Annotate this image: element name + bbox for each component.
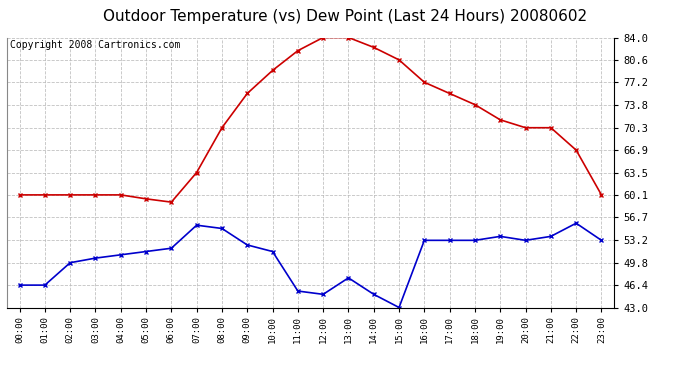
Text: Outdoor Temperature (vs) Dew Point (Last 24 Hours) 20080602: Outdoor Temperature (vs) Dew Point (Last… [103,9,587,24]
Text: Copyright 2008 Cartronics.com: Copyright 2008 Cartronics.com [10,40,180,50]
